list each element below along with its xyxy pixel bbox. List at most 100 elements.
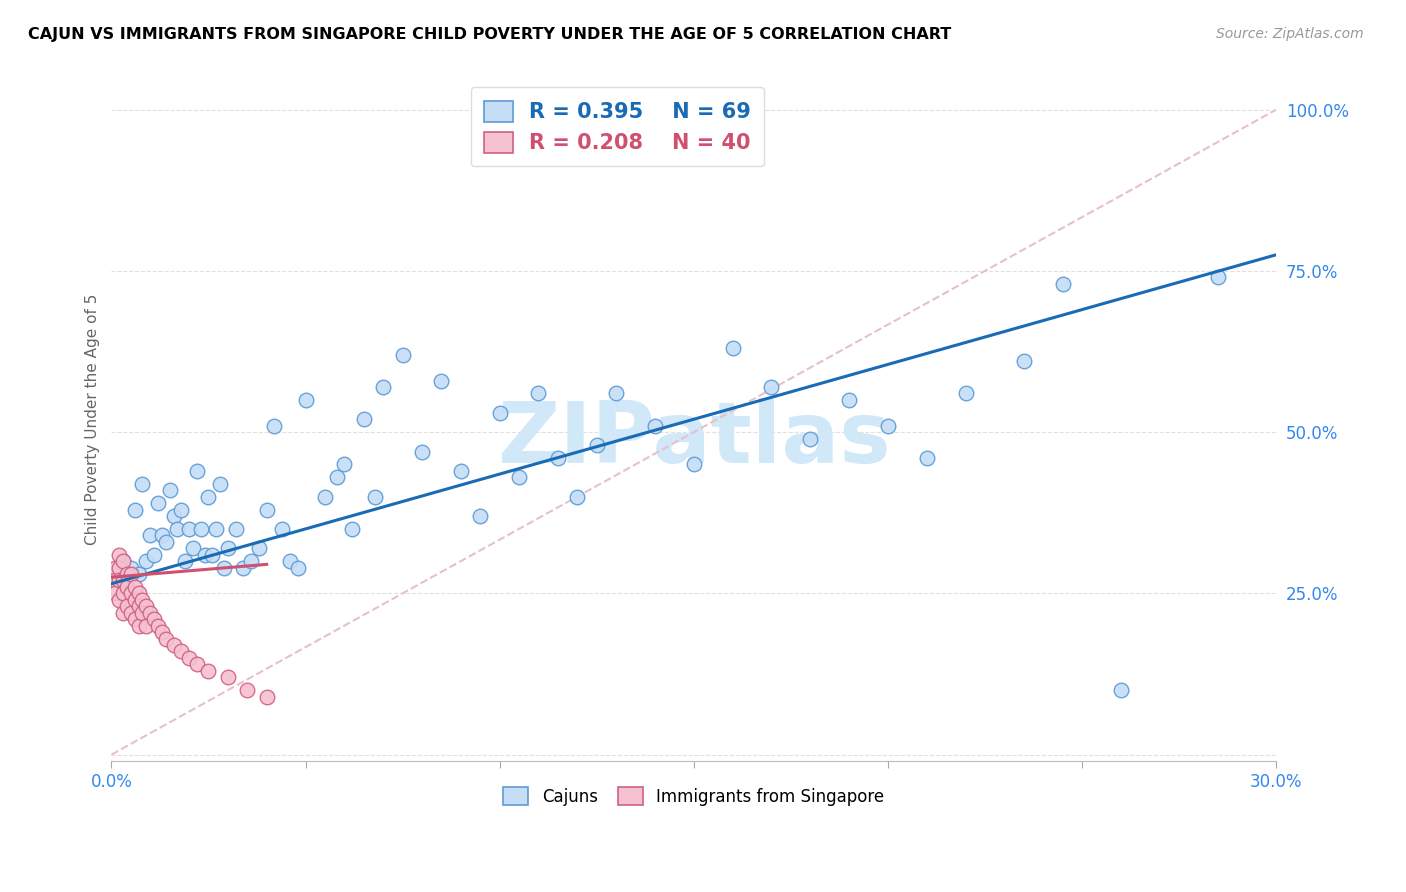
Point xyxy=(128,586,150,600)
Point xyxy=(146,618,169,632)
Point xyxy=(225,522,247,536)
Point xyxy=(112,586,135,600)
Point xyxy=(838,392,860,407)
Point xyxy=(217,541,239,556)
Point xyxy=(527,386,550,401)
Point xyxy=(585,438,607,452)
Point xyxy=(1109,683,1132,698)
Point xyxy=(112,606,135,620)
Point xyxy=(108,560,131,574)
Point xyxy=(135,599,157,614)
Point xyxy=(373,380,395,394)
Point xyxy=(488,406,510,420)
Point xyxy=(104,560,127,574)
Point xyxy=(131,592,153,607)
Point xyxy=(205,522,228,536)
Point xyxy=(128,599,150,614)
Point xyxy=(135,618,157,632)
Point xyxy=(915,450,938,465)
Point xyxy=(115,580,138,594)
Point xyxy=(170,502,193,516)
Point xyxy=(104,574,127,588)
Point xyxy=(212,560,235,574)
Point xyxy=(124,612,146,626)
Point xyxy=(131,476,153,491)
Point xyxy=(174,554,197,568)
Point xyxy=(1206,270,1229,285)
Point xyxy=(391,348,413,362)
Point xyxy=(131,606,153,620)
Point xyxy=(955,386,977,401)
Point xyxy=(1052,277,1074,291)
Point xyxy=(177,651,200,665)
Point xyxy=(128,567,150,582)
Point xyxy=(567,490,589,504)
Point xyxy=(721,341,744,355)
Point xyxy=(314,490,336,504)
Point xyxy=(197,664,219,678)
Point xyxy=(108,574,131,588)
Point xyxy=(201,548,224,562)
Point xyxy=(508,470,530,484)
Point xyxy=(139,528,162,542)
Point xyxy=(104,586,127,600)
Legend: Cajuns, Immigrants from Singapore: Cajuns, Immigrants from Singapore xyxy=(495,779,893,814)
Point xyxy=(124,502,146,516)
Point xyxy=(364,490,387,504)
Point xyxy=(470,508,492,523)
Point xyxy=(271,522,294,536)
Point xyxy=(325,470,347,484)
Point xyxy=(146,496,169,510)
Point xyxy=(247,541,270,556)
Text: CAJUN VS IMMIGRANTS FROM SINGAPORE CHILD POVERTY UNDER THE AGE OF 5 CORRELATION : CAJUN VS IMMIGRANTS FROM SINGAPORE CHILD… xyxy=(28,27,952,42)
Text: Source: ZipAtlas.com: Source: ZipAtlas.com xyxy=(1216,27,1364,41)
Point xyxy=(115,599,138,614)
Point xyxy=(605,386,627,401)
Point xyxy=(155,534,177,549)
Point xyxy=(128,618,150,632)
Point xyxy=(120,567,142,582)
Point xyxy=(430,374,453,388)
Point xyxy=(135,554,157,568)
Point xyxy=(120,606,142,620)
Point xyxy=(278,554,301,568)
Point xyxy=(143,612,166,626)
Point xyxy=(799,432,821,446)
Point xyxy=(162,638,184,652)
Text: ZIPatlas: ZIPatlas xyxy=(496,398,890,482)
Point xyxy=(240,554,263,568)
Point xyxy=(287,560,309,574)
Point xyxy=(876,418,898,433)
Point xyxy=(209,476,232,491)
Point xyxy=(124,592,146,607)
Point xyxy=(450,464,472,478)
Point xyxy=(150,528,173,542)
Point xyxy=(547,450,569,465)
Point xyxy=(411,444,433,458)
Point xyxy=(340,522,363,536)
Point xyxy=(143,548,166,562)
Point xyxy=(112,554,135,568)
Y-axis label: Child Poverty Under the Age of 5: Child Poverty Under the Age of 5 xyxy=(86,293,100,545)
Point xyxy=(120,586,142,600)
Point xyxy=(155,632,177,646)
Point xyxy=(170,644,193,658)
Point xyxy=(166,522,188,536)
Point xyxy=(186,464,208,478)
Point xyxy=(232,560,254,574)
Point xyxy=(353,412,375,426)
Point xyxy=(112,554,135,568)
Point xyxy=(108,592,131,607)
Point xyxy=(190,522,212,536)
Point xyxy=(217,670,239,684)
Point xyxy=(108,548,131,562)
Point xyxy=(150,625,173,640)
Point xyxy=(186,657,208,672)
Point xyxy=(181,541,204,556)
Point xyxy=(1012,354,1035,368)
Point xyxy=(112,574,135,588)
Point xyxy=(177,522,200,536)
Point xyxy=(294,392,316,407)
Point xyxy=(120,560,142,574)
Point xyxy=(115,567,138,582)
